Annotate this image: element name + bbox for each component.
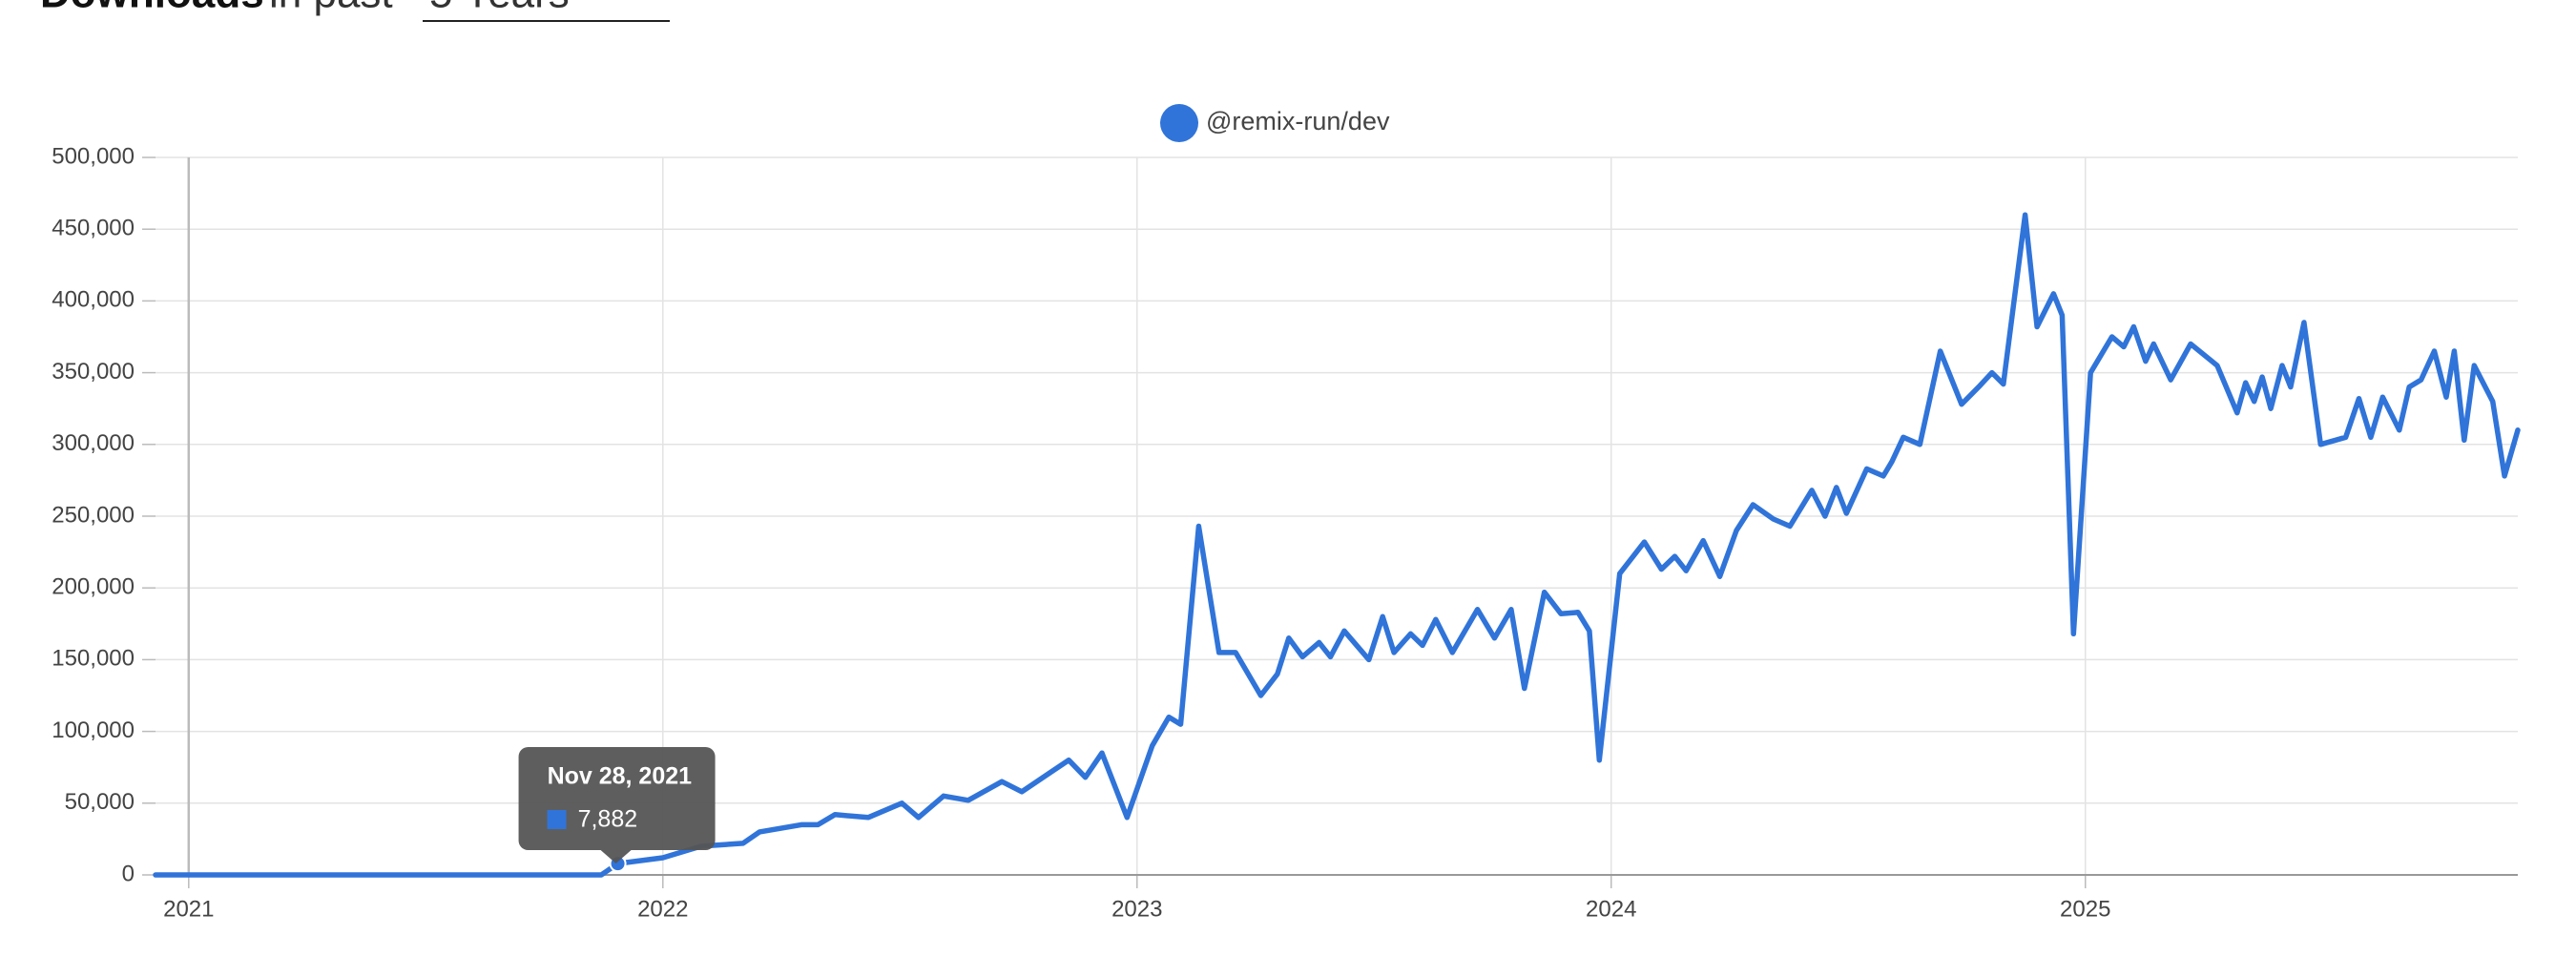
legend-marker xyxy=(1160,104,1198,142)
period-select[interactable]: 5 Years xyxy=(429,0,570,17)
x-tick-label: 2021 xyxy=(163,896,214,922)
y-tick-label: 200,000 xyxy=(52,574,135,600)
x-tick-label: 2022 xyxy=(637,896,688,922)
y-tick-label: 450,000 xyxy=(52,216,135,241)
x-tick-label: 2023 xyxy=(1111,896,1162,922)
x-tick-label: 2025 xyxy=(2060,896,2110,922)
line-series xyxy=(153,212,2521,878)
tooltip-value: 7,882 xyxy=(578,806,638,833)
y-tick-label: 300,000 xyxy=(52,430,135,456)
tooltip: Nov 28, 2021 7,882 xyxy=(518,747,716,863)
legend: @remix-run/dev xyxy=(1160,104,1390,142)
header-title: Downloads xyxy=(40,0,264,17)
y-tick-label: 400,000 xyxy=(52,287,135,313)
y-tick-label: 500,000 xyxy=(52,143,135,169)
tooltip-title: Nov 28, 2021 xyxy=(548,763,693,790)
y-tick-label: 100,000 xyxy=(52,717,135,743)
y-tick-label: 50,000 xyxy=(65,789,135,815)
legend-label: @remix-run/dev xyxy=(1206,107,1390,135)
y-tick-label: 350,000 xyxy=(52,359,135,385)
y-tick-label: 250,000 xyxy=(52,502,135,528)
tooltip-box xyxy=(518,747,716,863)
y-tick-label: 0 xyxy=(122,861,135,886)
y-tick-label: 150,000 xyxy=(52,646,135,672)
x-tick-label: 2024 xyxy=(1586,896,1636,922)
tooltip-swatch xyxy=(547,810,567,829)
header-text: in past xyxy=(269,0,393,17)
